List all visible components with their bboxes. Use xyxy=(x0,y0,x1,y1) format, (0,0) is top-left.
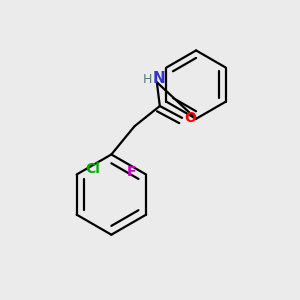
Text: F: F xyxy=(127,164,136,178)
Text: N: N xyxy=(153,71,166,86)
Text: O: O xyxy=(184,111,196,125)
Text: Cl: Cl xyxy=(85,162,100,176)
Text: H: H xyxy=(143,74,153,86)
